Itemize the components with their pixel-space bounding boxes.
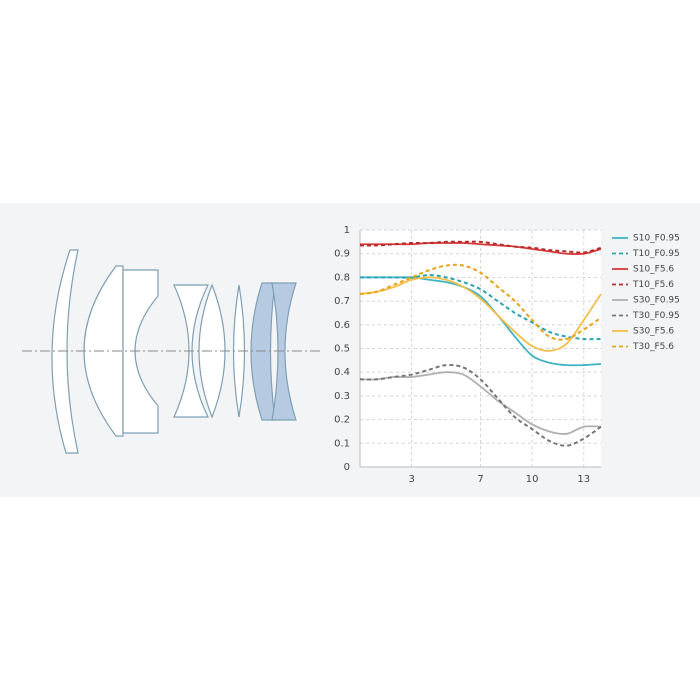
x-tick-label: 3	[408, 474, 414, 485]
y-tick-label: 0.8	[334, 272, 350, 283]
y-tick-label: 1	[344, 225, 350, 236]
legend-label: T30_F0.95	[632, 311, 680, 321]
legend-label: T30_F5.6	[632, 342, 674, 352]
series-line	[360, 274, 602, 341]
y-tick-label: 0.5	[334, 344, 350, 355]
y-tick-label: 0.7	[334, 296, 350, 307]
series-line	[359, 242, 602, 256]
y-tick-label: 0	[344, 462, 350, 473]
x-tick-label: 13	[577, 474, 590, 485]
y-tick-label: 0.2	[334, 415, 350, 426]
legend-label: S30_F0.95	[633, 296, 680, 306]
legend-label: S10_F0.95	[633, 234, 680, 244]
x-tick-label: 10	[526, 474, 539, 485]
y-tick-label: 0.9	[334, 249, 350, 260]
y-tick-label: 0.3	[334, 391, 350, 402]
series-line	[359, 240, 602, 254]
lens	[122, 269, 159, 434]
legend-label: S30_F5.6	[633, 327, 674, 337]
y-tick-label: 0.6	[334, 320, 350, 331]
legend-label: T10_F5.6	[632, 280, 674, 290]
series-line	[359, 371, 602, 435]
legend-label: T10_F0.95	[632, 249, 680, 259]
series-line	[359, 263, 602, 341]
series-line	[359, 363, 602, 447]
y-tick-label: 0.4	[334, 367, 350, 378]
series-line	[359, 276, 602, 352]
x-tick-label: 7	[477, 474, 483, 485]
y-tick-label: 0.1	[334, 438, 350, 449]
legend-label: S10_F5.6	[633, 265, 674, 275]
lens-diagram	[22, 249, 320, 454]
series-line	[360, 276, 602, 367]
